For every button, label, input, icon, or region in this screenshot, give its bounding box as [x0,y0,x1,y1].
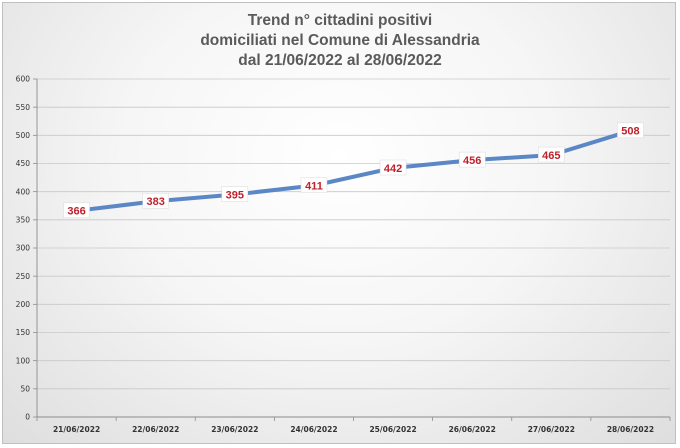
data-label: 465 [538,146,565,163]
x-tick-label: 23/06/2022 [211,425,258,434]
data-label: 508 [617,122,644,139]
y-tick-label: 400 [16,187,31,196]
x-tick-label: 25/06/2022 [369,425,416,434]
y-tick-label: 550 [16,103,31,112]
x-tick-label: 26/06/2022 [449,425,496,434]
chart-frame: Trend n° cittadini positivi domiciliati … [2,2,676,444]
y-axis-ticks: 0 50 100 150 200 250 300 350 400 450 500 550 600 [16,75,31,422]
y-tick-label: 50 [20,385,30,394]
data-label-box [458,151,486,168]
data-label-box [379,159,407,176]
data-label-box [63,202,90,219]
chart-title-line-3: dal 21/06/2022 al 28/06/2022 [238,52,442,69]
y-tick-label: 600 [16,75,31,84]
y-tick-label: 450 [16,159,31,168]
x-tick-label: 27/06/2022 [528,425,575,434]
data-label-text: 395 [226,189,244,201]
data-label-text: 508 [621,126,639,138]
y-tick-label: 150 [16,328,31,337]
data-label-text: 465 [542,150,560,162]
y-tick-label: 300 [16,244,31,253]
data-label-text: 456 [463,155,481,167]
x-axis-ticks: 21/06/2022 22/06/2022 23/06/2022 24/06/2022… [53,425,654,434]
data-label-text: 442 [384,163,402,175]
data-labels: 366 383 395 411 442 456 465 508 [63,122,644,219]
data-label-box [617,122,644,139]
y-tick-label: 350 [16,216,31,225]
y-tick-label: 100 [16,356,31,365]
axes [33,78,671,421]
data-label: 442 [379,159,407,176]
data-label: 456 [458,151,486,168]
gridlines [37,78,670,390]
y-tick-label: 200 [16,300,31,309]
data-label-text: 383 [147,196,165,208]
chart-title-line-1: Trend n° cittadini positivi [247,12,433,29]
data-label-box [142,192,169,209]
y-tick-label: 500 [16,131,31,140]
x-tick-label: 22/06/2022 [132,425,179,434]
data-label-box [300,177,328,193]
data-label: 411 [300,177,328,193]
x-tick-label: 28/06/2022 [607,425,654,434]
y-tick-label: 0 [25,413,30,422]
x-tick-label: 21/06/2022 [53,425,100,434]
data-label: 395 [221,186,249,202]
data-label-text: 411 [305,180,323,192]
data-label-text: 366 [67,206,85,218]
chart-title-line-2: domiciliati nel Comune di Alessandria [200,32,480,49]
chart-title: Trend n° cittadini positivi domiciliati … [3,11,675,71]
data-label: 383 [142,192,169,209]
data-label: 366 [63,202,90,219]
data-label-box [221,186,249,202]
x-tick-label: 24/06/2022 [290,425,337,434]
data-label-box [538,146,565,163]
y-tick-label: 250 [16,272,31,281]
